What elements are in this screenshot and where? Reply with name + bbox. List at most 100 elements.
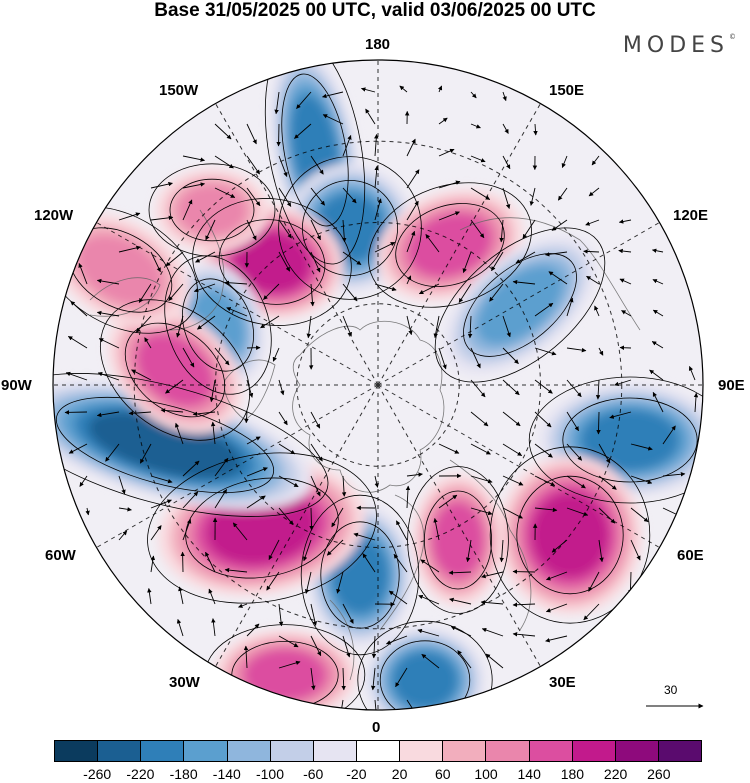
- lon-label-150w: 150W: [159, 82, 199, 99]
- colorbar-swatch: [356, 741, 401, 761]
- wind-vector: [512, 602, 536, 608]
- wind-vector: [360, 87, 376, 93]
- wind-vector: [322, 91, 344, 99]
- wind-vector: [331, 507, 344, 528]
- wind-vector: [619, 278, 632, 285]
- positive-anomaly-north-atlantic: [206, 491, 318, 565]
- wind-vector: [406, 200, 419, 221]
- wind-vector: [438, 148, 455, 157]
- colorbar-tick-label: -220: [126, 766, 155, 782]
- wind-vector: [583, 603, 600, 621]
- wind-vector: [238, 603, 248, 608]
- positive-anomaly-pacific-northwest: [76, 234, 164, 306]
- wind-vector: [502, 475, 524, 486]
- wind-vector: [118, 530, 128, 541]
- wind-vector: [182, 182, 206, 189]
- wind-vector: [342, 635, 351, 658]
- wind-vector: [310, 443, 323, 462]
- wind-vector: [534, 347, 557, 356]
- wind-vector: [418, 594, 440, 605]
- wind-vector: [341, 667, 346, 691]
- wind-vector: [502, 507, 523, 519]
- wind-vector: [649, 369, 664, 381]
- brand-logo: MODES©: [623, 33, 736, 58]
- wind-vector: [310, 219, 321, 241]
- wind-vector: [78, 263, 88, 285]
- wind-vector: [693, 392, 699, 413]
- wind-vector: [462, 251, 472, 274]
- colorbar-swatch: [529, 741, 573, 761]
- wind-vector: [420, 559, 440, 573]
- wind-vector: [182, 347, 195, 368]
- wind-vector: [342, 135, 352, 157]
- wind-vector: [437, 85, 443, 93]
- wind-vector: [165, 379, 184, 394]
- wind-vector: [310, 635, 322, 657]
- lon-label-90e: 90E: [718, 377, 745, 394]
- wind-vector: [310, 187, 326, 206]
- wind-vector: [68, 443, 88, 454]
- wind-vector: [150, 215, 174, 221]
- wind-vector: [278, 603, 284, 627]
- wind-vector: [246, 123, 257, 145]
- colorbar-tick-label: -180: [169, 766, 198, 782]
- wind-vector: [205, 219, 216, 241]
- wind-vector: [618, 219, 632, 224]
- wind-vector: [278, 660, 301, 669]
- wind-vector: [406, 138, 416, 157]
- wind-vector: [205, 551, 216, 573]
- wind-vector: [336, 571, 344, 594]
- wind-vector: [551, 219, 568, 231]
- wind-vector: [566, 443, 583, 461]
- wind-vector: [388, 590, 408, 605]
- wind-vector: [630, 475, 653, 485]
- wind-vector: [544, 251, 568, 257]
- wind-vector: [583, 249, 600, 254]
- negative-anomaly-hudson: [88, 411, 242, 479]
- wind-vector: [326, 539, 344, 556]
- wind-vector: [209, 379, 216, 403]
- wind-vector: [85, 507, 90, 516]
- wind-vector: [374, 699, 378, 710]
- colorbar-swatch: [184, 741, 228, 761]
- wind-vector: [548, 271, 568, 285]
- wind-vector: [195, 251, 216, 263]
- wind-vector: [339, 699, 344, 710]
- wind-vector: [128, 410, 152, 416]
- wind-vector: [374, 165, 379, 189]
- wind-vector: [150, 525, 162, 541]
- wind-vector: [491, 251, 504, 272]
- copyright-mark: ©: [729, 33, 736, 41]
- wind-vector: [534, 507, 558, 513]
- wind-vector: [139, 443, 152, 464]
- wind-vector: [246, 379, 254, 398]
- wind-vector: [226, 307, 248, 317]
- wind-vector: [522, 219, 536, 239]
- wind-vector: [417, 628, 440, 637]
- colorbar-swatch: [98, 741, 142, 761]
- wind-vector: [70, 300, 88, 317]
- wind-vector: [502, 379, 520, 396]
- wind-vector: [178, 586, 184, 605]
- polar-map: [52, 59, 704, 711]
- wind-vector: [96, 278, 120, 285]
- wind-vector: [621, 310, 632, 317]
- wind-vector: [246, 187, 261, 207]
- wind-vector: [470, 411, 489, 427]
- wind-vector: [182, 518, 192, 541]
- brand-name: MODES: [622, 33, 729, 58]
- wind-vector: [310, 411, 321, 429]
- wind-vector: [534, 443, 553, 458]
- wind-vector: [618, 248, 632, 254]
- colorbar-tick-label: 140: [517, 766, 541, 782]
- wind-vector: [278, 379, 285, 396]
- wind-vector: [545, 571, 568, 581]
- wind-vector: [448, 570, 472, 575]
- wind-vector: [438, 347, 447, 370]
- wind-vector: [406, 230, 416, 253]
- colorbar-tick-label: 20: [391, 766, 408, 782]
- wind-vector: [118, 475, 126, 495]
- wind-vector: [260, 315, 280, 329]
- lon-label-120e: 120E: [673, 207, 709, 224]
- lon-label-150e: 150E: [549, 82, 585, 99]
